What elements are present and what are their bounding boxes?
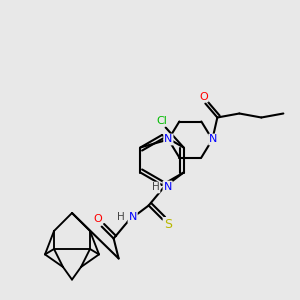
Text: Cl: Cl — [156, 116, 167, 125]
Text: O: O — [199, 92, 208, 101]
Text: N: N — [164, 182, 172, 191]
Text: O: O — [93, 214, 102, 224]
Text: N: N — [128, 212, 137, 223]
Text: S: S — [164, 218, 172, 231]
Text: H: H — [117, 212, 124, 223]
Text: N: N — [209, 134, 218, 145]
Text: H: H — [152, 182, 160, 193]
Text: N: N — [164, 134, 172, 145]
